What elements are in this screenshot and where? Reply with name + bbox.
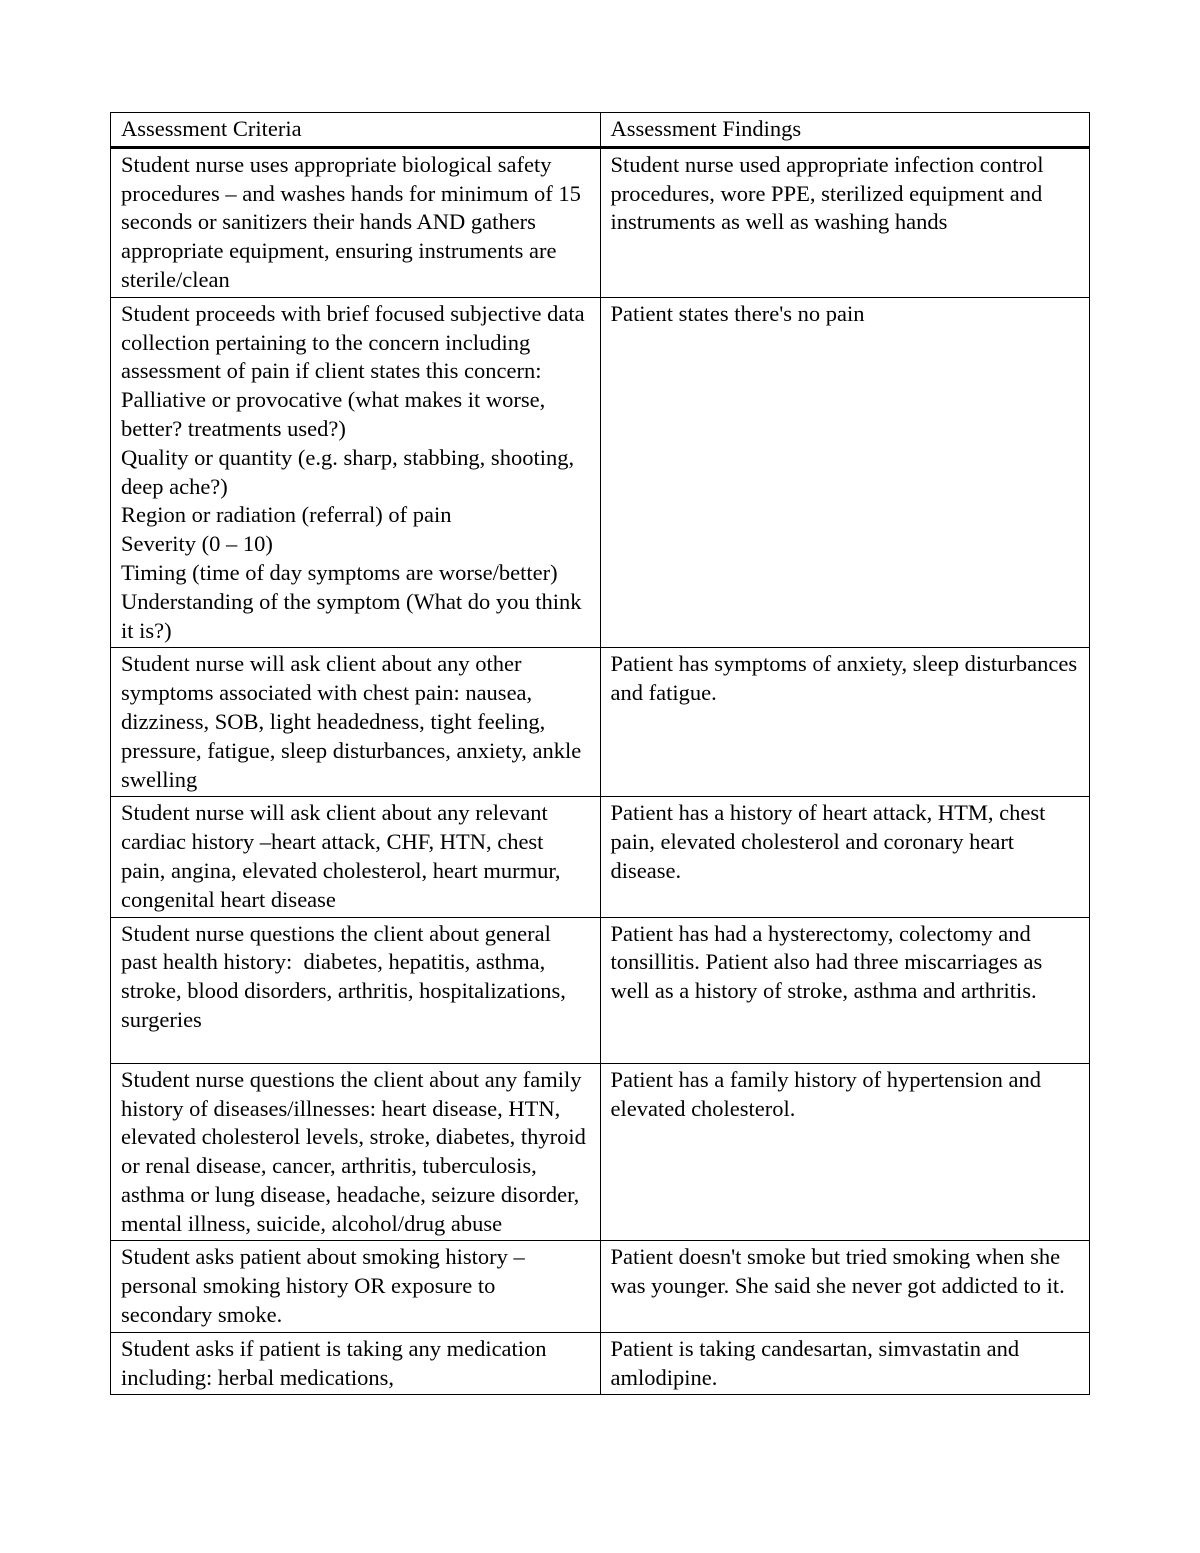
findings-cell: Patient has symptoms of anxiety, sleep d… <box>600 648 1090 797</box>
findings-cell: Patient has a history of heart attack, H… <box>600 797 1090 917</box>
criteria-cell: Student proceeds with brief focused subj… <box>111 297 601 648</box>
criteria-cell: Student nurse will ask client about any … <box>111 648 601 797</box>
findings-cell: Patient has a family history of hyperten… <box>600 1063 1090 1241</box>
table-row: Student asks if patient is taking any me… <box>111 1332 1090 1395</box>
criteria-cell: Student nurse uses appropriate biologica… <box>111 147 601 297</box>
findings-cell: Patient has had a hysterectomy, colectom… <box>600 917 1090 1063</box>
findings-cell: Patient doesn't smoke but tried smoking … <box>600 1241 1090 1332</box>
column-header-criteria: Assessment Criteria <box>111 113 601 148</box>
criteria-cell: Student nurse questions the client about… <box>111 1063 601 1241</box>
document-page: Assessment Criteria Assessment Findings … <box>110 112 1090 1395</box>
assessment-table: Assessment Criteria Assessment Findings … <box>110 112 1090 1395</box>
criteria-cell: Student nurse questions the client about… <box>111 917 601 1063</box>
table-row: Student asks patient about smoking histo… <box>111 1241 1090 1332</box>
table-row: Student nurse will ask client about any … <box>111 797 1090 917</box>
table-row: Student proceeds with brief focused subj… <box>111 297 1090 648</box>
table-row: Student nurse will ask client about any … <box>111 648 1090 797</box>
table-row: Student nurse uses appropriate biologica… <box>111 147 1090 297</box>
table-header-row: Assessment Criteria Assessment Findings <box>111 113 1090 148</box>
criteria-cell: Student asks if patient is taking any me… <box>111 1332 601 1395</box>
criteria-cell: Student nurse will ask client about any … <box>111 797 601 917</box>
findings-cell: Patient states there's no pain <box>600 297 1090 648</box>
table-row: Student nurse questions the client about… <box>111 1063 1090 1241</box>
criteria-cell: Student asks patient about smoking histo… <box>111 1241 601 1332</box>
table-row: Student nurse questions the client about… <box>111 917 1090 1063</box>
findings-cell: Patient is taking candesartan, simvastat… <box>600 1332 1090 1395</box>
findings-cell: Student nurse used appropriate infection… <box>600 147 1090 297</box>
column-header-findings: Assessment Findings <box>600 113 1090 148</box>
